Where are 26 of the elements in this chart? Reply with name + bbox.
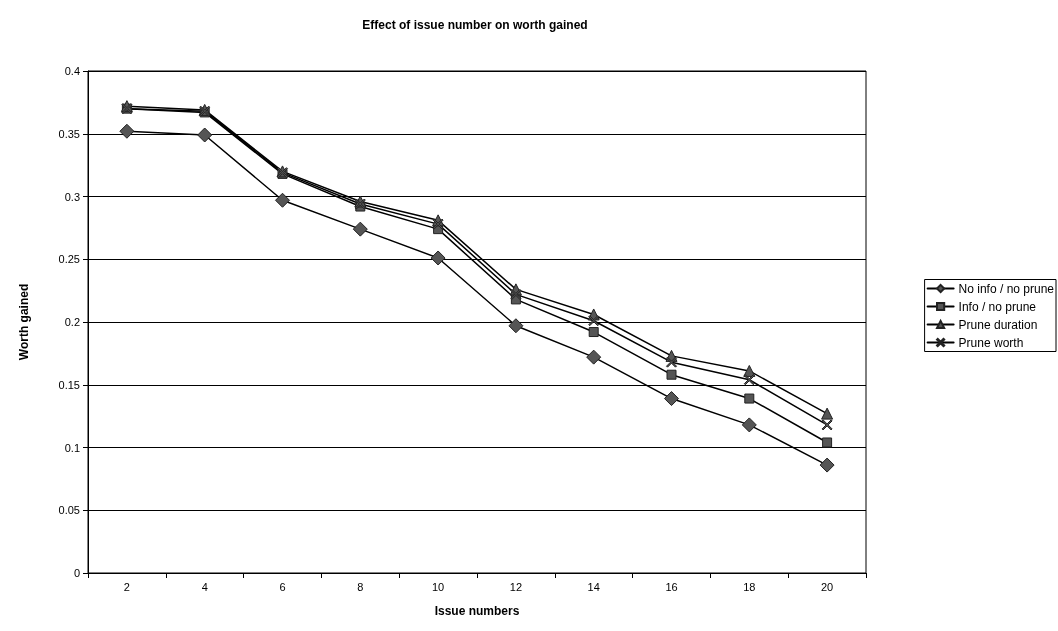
y-tick-label: 0.25 [58, 253, 80, 266]
y-tick-label: 0.3 [64, 190, 80, 203]
x-tick-label: 12 [509, 580, 523, 593]
legend-label: Prune worth [958, 335, 1024, 350]
x-tick-label: 6 [279, 580, 286, 593]
x-tick-label: 16 [665, 580, 678, 593]
x-tick-label: 14 [587, 580, 600, 593]
x-tick-label: 2 [123, 580, 130, 593]
y-tick-label: 0.05 [58, 504, 80, 517]
y-tick-label: 0.4 [64, 65, 80, 77]
y-tick-label: 0.15 [58, 378, 80, 391]
chart-title: Effect of issue number on worth gained [362, 18, 588, 32]
x-tick-label: 8 [357, 580, 364, 593]
legend-label: Prune duration [958, 317, 1038, 332]
x-axis-title: Issue numbers [434, 604, 520, 618]
y-tick-label: 0.2 [64, 316, 80, 328]
x-tick-label: 18 [743, 580, 756, 593]
legend-label: Info / no prune [958, 299, 1037, 314]
y-tick-label: 0.1 [64, 441, 80, 454]
x-tick-label: 4 [201, 580, 208, 593]
legend-label: No info / no prune [958, 281, 1055, 296]
y-tick-label: 0.35 [58, 127, 80, 140]
x-tick-label: 10 [431, 580, 445, 593]
x-tick-label: 20 [820, 580, 834, 593]
y-tick-label: 0 [73, 567, 80, 579]
y-axis-title: Worth gained [17, 283, 31, 361]
